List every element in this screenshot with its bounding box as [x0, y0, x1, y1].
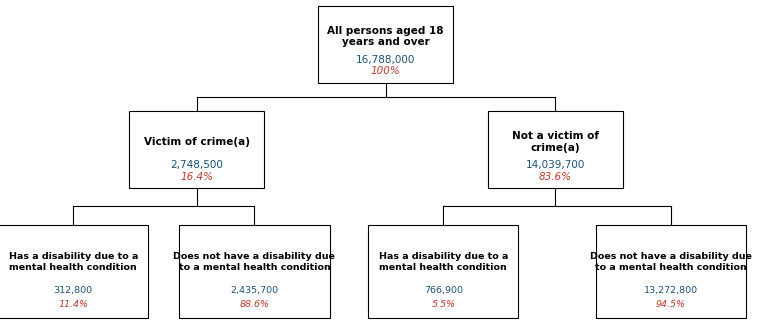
Text: 88.6%: 88.6% [240, 300, 269, 309]
Text: 2,748,500: 2,748,500 [170, 160, 223, 170]
Text: All persons aged 18
years and over: All persons aged 18 years and over [327, 26, 444, 47]
Text: 94.5%: 94.5% [656, 300, 685, 309]
Text: 11.4%: 11.4% [59, 300, 88, 309]
Text: Does not have a disability due
to a mental health condition: Does not have a disability due to a ment… [590, 252, 752, 272]
FancyBboxPatch shape [130, 111, 264, 188]
Text: Has a disability due to a
mental health condition: Has a disability due to a mental health … [379, 252, 508, 272]
Text: 766,900: 766,900 [424, 286, 463, 295]
FancyBboxPatch shape [179, 224, 330, 318]
FancyBboxPatch shape [487, 111, 622, 188]
FancyBboxPatch shape [368, 224, 518, 318]
FancyBboxPatch shape [0, 224, 148, 318]
Text: 16.4%: 16.4% [180, 172, 213, 182]
Text: Victim of crime(a): Victim of crime(a) [143, 137, 250, 147]
Text: 14,039,700: 14,039,700 [525, 160, 585, 170]
Text: Has a disability due to a
mental health condition: Has a disability due to a mental health … [8, 252, 138, 272]
Text: 312,800: 312,800 [54, 286, 93, 295]
Text: 13,272,800: 13,272,800 [644, 286, 698, 295]
Text: 2,435,700: 2,435,700 [231, 286, 278, 295]
Text: 83.6%: 83.6% [539, 172, 571, 182]
Text: 16,788,000: 16,788,000 [355, 55, 416, 65]
Text: 5.5%: 5.5% [431, 300, 456, 309]
Text: Not a victim of
crime(a): Not a victim of crime(a) [512, 131, 598, 153]
FancyBboxPatch shape [318, 6, 453, 83]
Text: Does not have a disability due
to a mental health condition: Does not have a disability due to a ment… [173, 252, 335, 272]
FancyBboxPatch shape [595, 224, 746, 318]
Text: 100%: 100% [371, 66, 400, 76]
